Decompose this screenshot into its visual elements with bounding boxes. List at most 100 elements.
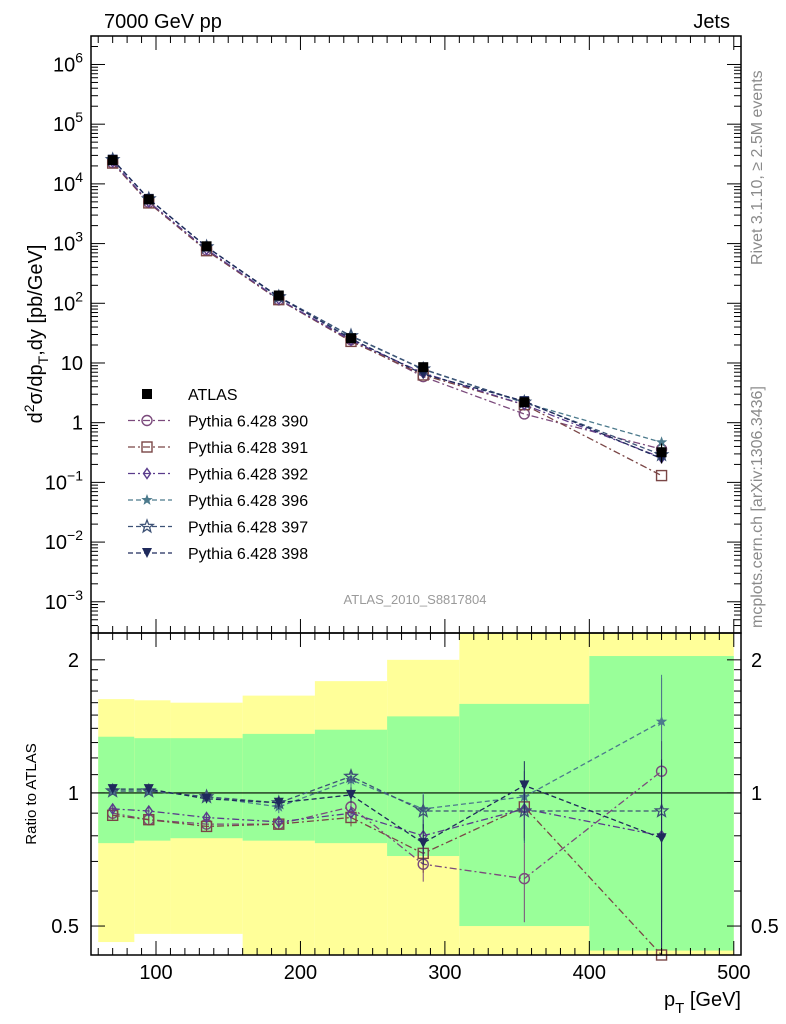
x-tick-label: 200 — [284, 962, 317, 984]
x-tick-label: 400 — [573, 962, 606, 984]
upper-frame — [90, 35, 742, 634]
upper-y-tick-label: 10−2 — [45, 527, 83, 554]
upper-y-tick-label: 105 — [53, 109, 83, 136]
ratio-y-axis-label: Ratio to ATLAS — [23, 743, 40, 844]
ratio-series-point — [107, 784, 118, 795]
x-tick-label: 500 — [717, 962, 750, 984]
side-note-bottom: mcplots.cern.ch [arXiv:1306.3436] — [749, 386, 766, 628]
ratio-series-point — [519, 780, 530, 791]
tick-base: 10 — [45, 472, 67, 494]
ylabel-part: d — [25, 412, 47, 423]
upper-y-tick-label: 102 — [53, 288, 83, 315]
ylabel-part: ,dy [pb/GeV] — [25, 245, 47, 356]
ratio-series-line — [112, 806, 663, 956]
data-point — [346, 333, 356, 344]
tick-base: 10 — [53, 293, 75, 315]
ratio-series-point — [346, 789, 356, 800]
watermark-label: ATLAS_2010_S8817804 — [344, 592, 487, 607]
legend-marker — [141, 494, 153, 505]
ratio-series-point — [518, 872, 531, 885]
upper-series-point — [655, 469, 668, 482]
ratio-series-point — [273, 797, 284, 808]
tick-exponent: 4 — [75, 169, 83, 185]
ratio-series-point — [346, 806, 356, 820]
ratio-series-point — [516, 802, 533, 818]
xlabel-part: p — [664, 989, 675, 1011]
lower-y-tick-label-right: 0.5 — [751, 916, 779, 938]
ratio-series-point — [656, 833, 667, 844]
data-point — [519, 397, 530, 408]
upper-y-axis-label: d2σ/dpT,dy [pb/GeV] — [21, 245, 51, 424]
upper-series-line — [112, 162, 662, 450]
tick-exponent: −2 — [67, 527, 83, 543]
tick-exponent: 5 — [75, 109, 83, 125]
tick-exponent: −1 — [67, 467, 83, 483]
legend-label: Pythia 6.428 397 — [188, 520, 308, 537]
lower-y-tick-label: 2 — [68, 650, 79, 672]
tick-base: 10 — [45, 592, 67, 614]
ylabel-part: σ/dp — [25, 364, 47, 404]
legend-label: Pythia 6.428 392 — [188, 467, 308, 484]
tick-base: 10 — [53, 114, 75, 136]
ratio-series-point — [274, 815, 284, 829]
legend-marker — [139, 518, 155, 534]
legend-marker — [142, 467, 152, 480]
tick-base: 10 — [45, 532, 67, 554]
legend-marker-data — [142, 389, 152, 399]
ratio-series-point — [108, 802, 118, 816]
upper-y-tick-label: 104 — [53, 169, 83, 196]
header-right: Jets — [693, 11, 730, 33]
lower-y-tick-label: 1 — [68, 783, 79, 805]
ratio-series-point — [143, 784, 154, 795]
ratio-series-line — [112, 784, 662, 844]
legend: ATLAS Pythia 6.428 390 Pythia 6.428 391 Pyt… — [128, 387, 308, 563]
upper-series-group — [104, 151, 670, 482]
upper-y-tick-label: 1 — [72, 413, 83, 435]
header-left: 7000 GeV pp — [104, 11, 222, 33]
side-note-top: Rivet 3.1.10, ≥ 2.5M events — [749, 70, 766, 265]
upper-y-tick-label: 106 — [53, 49, 83, 76]
tick-exponent: −3 — [67, 587, 83, 603]
ylabel-part: 2 — [21, 404, 37, 412]
upper-series-line — [112, 159, 662, 460]
legend-label: Pythia 6.428 391 — [188, 440, 308, 457]
ratio-series-point — [415, 802, 432, 818]
tick-exponent: 6 — [75, 49, 83, 65]
ratio-series-line — [112, 808, 662, 837]
xlabel-part: [GeV] — [684, 989, 741, 1011]
axes-group: 10610510410310210110−110−210−3d2σ/dpT,dy… — [21, 35, 779, 1017]
data-point — [273, 290, 284, 301]
upper-y-tick-label: 10 — [61, 353, 83, 375]
data-point — [107, 155, 118, 166]
legend-label: Pythia 6.428 398 — [188, 546, 308, 563]
ratio-series-point — [418, 838, 429, 849]
upper-y-tick-label: 10−1 — [45, 467, 83, 494]
data-point — [656, 447, 667, 458]
tick-base: 10 — [53, 174, 75, 196]
tick-base: 10 — [53, 234, 75, 256]
legend-marker — [141, 441, 153, 453]
upper-series-line — [112, 159, 662, 456]
x-tick-label: 100 — [139, 962, 172, 984]
legend-label: ATLAS — [188, 387, 238, 404]
legend-marker — [141, 414, 153, 427]
tick-base: 10 — [53, 54, 75, 76]
ratio-series-point — [343, 768, 359, 784]
upper-y-tick-label: 103 — [53, 229, 83, 256]
ylabel-part: T — [35, 355, 51, 364]
lower-y-tick-label-right: 1 — [751, 783, 762, 805]
ratio-series-point — [144, 804, 154, 818]
tick-exponent: 2 — [75, 288, 83, 304]
x-axis-label: pT [GeV] — [664, 989, 741, 1017]
ratio-series-point — [202, 811, 211, 824]
data-point — [418, 362, 429, 373]
legend-label: Pythia 6.428 396 — [188, 493, 308, 510]
lower-y-tick-label-right: 2 — [751, 650, 762, 672]
ratio-series-point — [201, 793, 212, 804]
x-tick-label: 300 — [428, 962, 461, 984]
ratio-series-point — [655, 715, 668, 727]
legend-marker — [142, 548, 152, 558]
upper-series-point — [655, 436, 668, 448]
legend-label: Pythia 6.428 390 — [188, 414, 308, 431]
